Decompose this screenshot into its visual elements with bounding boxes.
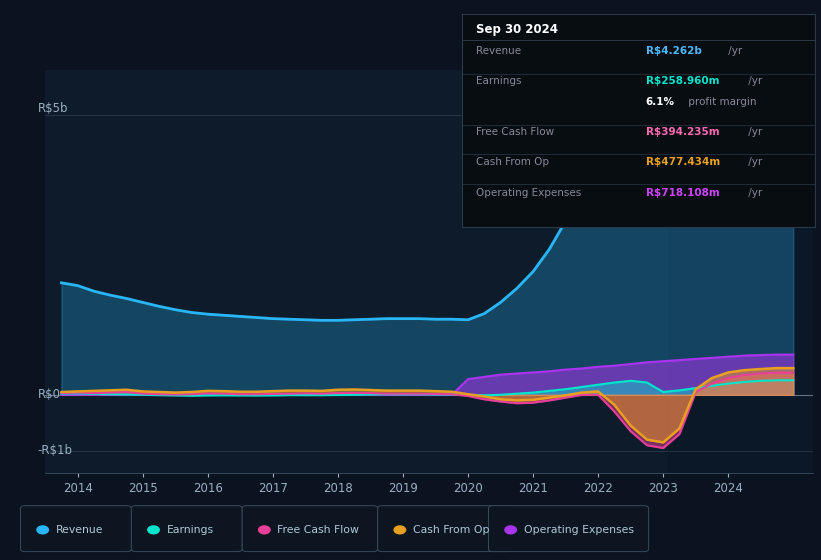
Text: profit margin: profit margin xyxy=(686,97,757,107)
Text: R$477.434m: R$477.434m xyxy=(646,157,720,166)
Text: R$258.960m: R$258.960m xyxy=(646,76,719,86)
Text: Free Cash Flow: Free Cash Flow xyxy=(476,127,554,137)
Text: Earnings: Earnings xyxy=(167,525,213,535)
Text: /yr: /yr xyxy=(745,157,762,166)
Text: Sep 30 2024: Sep 30 2024 xyxy=(476,22,558,35)
Text: -R$1b: -R$1b xyxy=(38,444,72,458)
Text: Revenue: Revenue xyxy=(56,525,103,535)
Text: Operating Expenses: Operating Expenses xyxy=(524,525,634,535)
Text: R$5b: R$5b xyxy=(38,102,68,115)
Text: Cash From Op: Cash From Op xyxy=(476,157,549,166)
Text: /yr: /yr xyxy=(745,76,762,86)
Text: /yr: /yr xyxy=(745,189,762,198)
Text: R$0: R$0 xyxy=(38,388,61,402)
Bar xyxy=(668,70,813,473)
Text: R$718.108m: R$718.108m xyxy=(646,189,719,198)
Text: R$394.235m: R$394.235m xyxy=(646,127,719,137)
Text: Operating Expenses: Operating Expenses xyxy=(476,189,581,198)
Text: /yr: /yr xyxy=(725,46,742,56)
Text: /yr: /yr xyxy=(745,127,762,137)
Text: Free Cash Flow: Free Cash Flow xyxy=(277,525,360,535)
Text: Cash From Op: Cash From Op xyxy=(413,525,489,535)
Text: Revenue: Revenue xyxy=(476,46,521,56)
Text: R$4.262b: R$4.262b xyxy=(646,46,702,56)
Text: 6.1%: 6.1% xyxy=(646,97,675,107)
Text: Earnings: Earnings xyxy=(476,76,522,86)
